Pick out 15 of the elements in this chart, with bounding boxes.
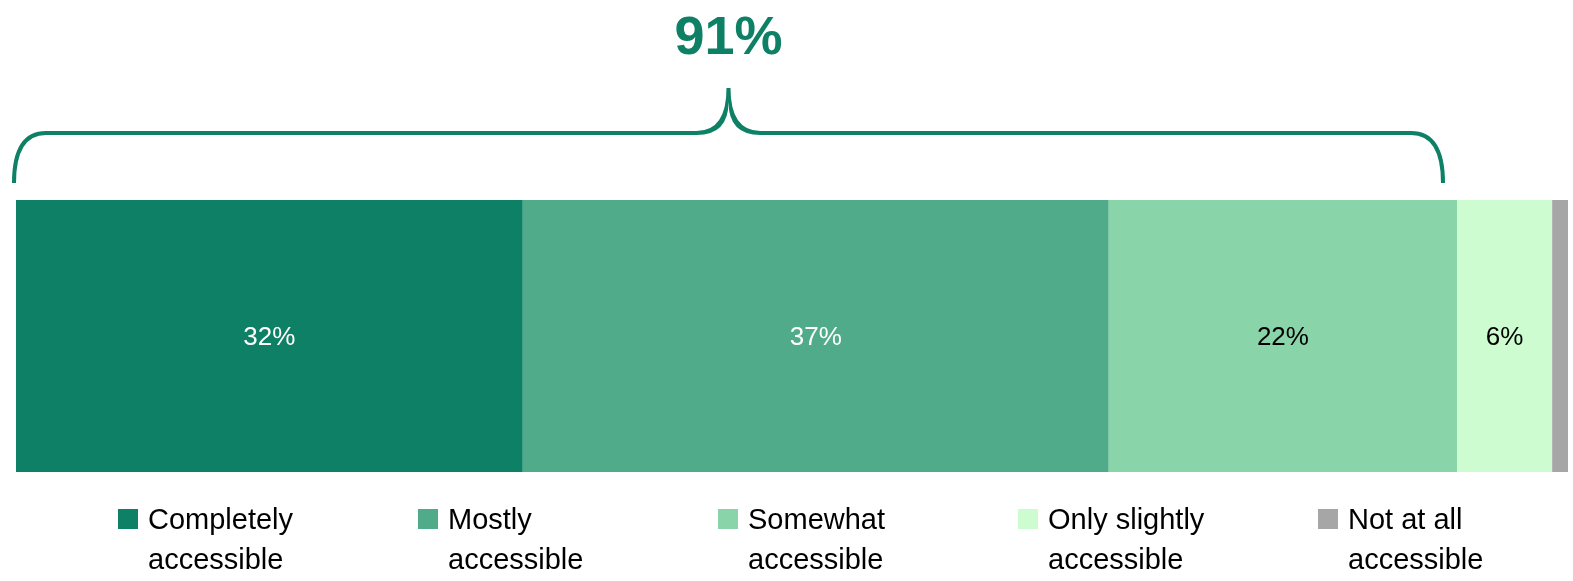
bar bbox=[1552, 200, 1568, 472]
text: 91% bbox=[674, 5, 783, 65]
data-label: 32% bbox=[243, 321, 296, 352]
bar bbox=[1108, 200, 1458, 472]
data-label: 6% bbox=[1485, 321, 1524, 352]
bar bbox=[16, 200, 523, 472]
legend-label: Mostly accessible bbox=[448, 503, 584, 575]
legend-label: Only slightly accessible bbox=[1048, 503, 1205, 575]
legend-label: Somewhat accessible bbox=[748, 503, 886, 575]
data-label: 22% bbox=[1256, 321, 1309, 352]
bar bbox=[522, 200, 1109, 472]
legend-label: Not at all accessible bbox=[1348, 503, 1484, 575]
legend-label: Completely accessible bbox=[148, 503, 294, 575]
data-label: 37% bbox=[789, 321, 842, 352]
bar bbox=[1457, 200, 1553, 472]
